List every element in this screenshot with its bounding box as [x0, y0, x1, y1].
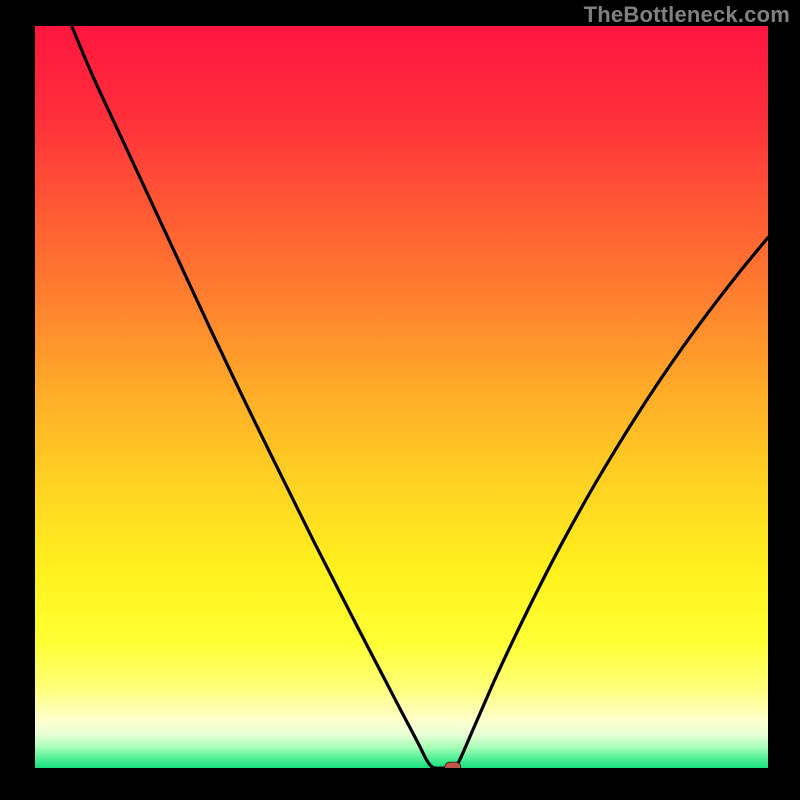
optimum-marker	[445, 762, 461, 768]
plot-svg	[35, 26, 768, 768]
plot-area	[35, 26, 768, 768]
plot-background	[35, 26, 768, 768]
chart-container: TheBottleneck.com	[0, 0, 800, 800]
watermark-text: TheBottleneck.com	[584, 2, 790, 28]
